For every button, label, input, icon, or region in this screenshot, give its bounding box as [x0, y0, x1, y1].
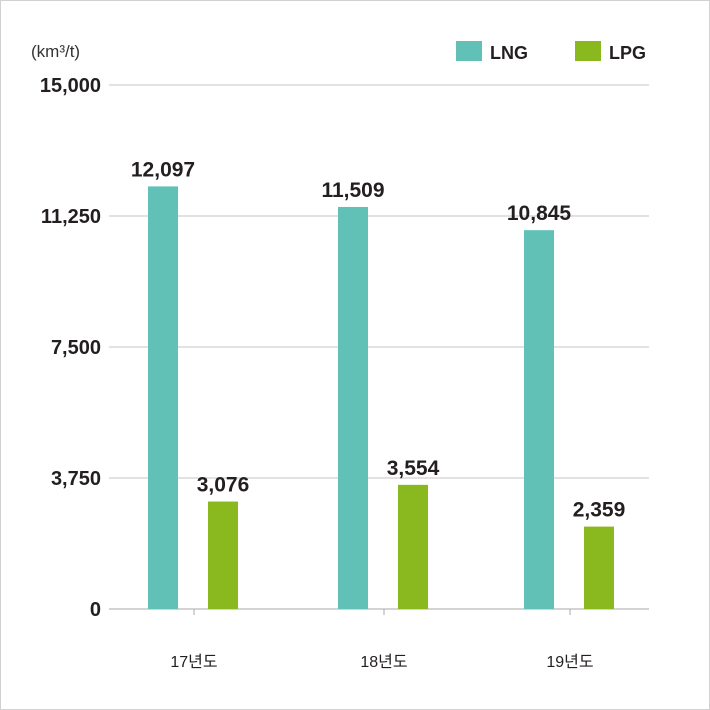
bar-lng: [524, 230, 554, 609]
legend-swatch-lpg: [575, 41, 601, 61]
x-tick-label: 18년도: [360, 653, 407, 671]
bar-lng: [338, 206, 368, 609]
bar-lng: [148, 186, 178, 609]
bar-lpg: [584, 526, 614, 609]
x-tick-label: 19년도: [546, 653, 593, 671]
x-tick-label: 17년도: [170, 653, 217, 671]
y-tick-label: 0: [90, 599, 101, 621]
y-tick-label: 7,500: [51, 337, 101, 359]
y-tick-label: 3,750: [51, 468, 101, 490]
data-labels: 12,097 11,509 10,845 3,076 3,554 2,359: [131, 158, 625, 521]
legend-label-lng: LNG: [490, 43, 528, 63]
data-label: 12,097: [131, 158, 195, 181]
bar-lpg: [208, 501, 238, 609]
bar-lpg: [398, 484, 428, 609]
data-label: 2,359: [573, 499, 626, 522]
y-axis-unit-label: (km³/t): [31, 42, 80, 61]
y-axis-ticks: 0 3,750 7,500 11,250 15,000: [40, 75, 101, 621]
data-label: 3,076: [197, 474, 250, 497]
legend: LNG LPG: [456, 41, 646, 63]
y-tick-label: 11,250: [41, 206, 101, 228]
legend-label-lpg: LPG: [609, 43, 646, 63]
bars: [148, 186, 614, 609]
legend-swatch-lng: [456, 41, 482, 61]
data-label: 10,845: [507, 202, 572, 225]
data-label: 11,509: [321, 179, 384, 202]
gridlines: [109, 84, 649, 610]
y-tick-label: 15,000: [40, 75, 101, 97]
data-label: 3,554: [387, 457, 440, 480]
x-axis-ticks: 17년도 18년도 19년도: [170, 609, 594, 671]
